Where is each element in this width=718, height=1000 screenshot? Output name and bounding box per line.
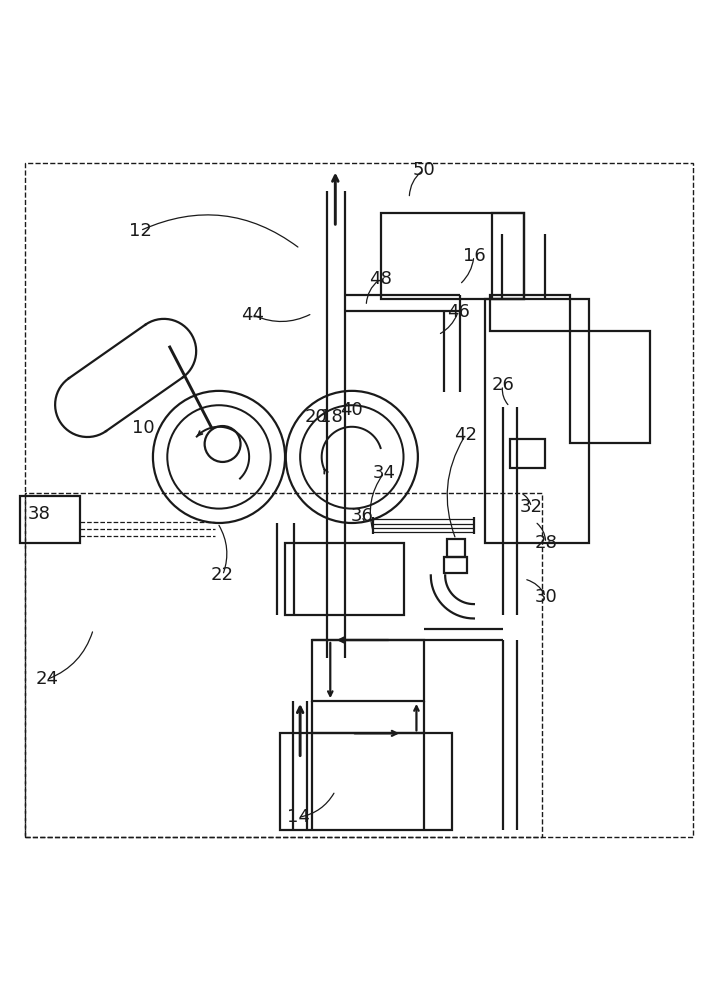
Bar [20, 496, 80, 543]
Text: 36: 36 [351, 507, 374, 525]
Bar [312, 640, 424, 701]
Text: 30: 30 [534, 588, 557, 606]
Bar [280, 733, 452, 830]
Text: 40: 40 [340, 401, 363, 419]
Bar [25, 493, 542, 837]
Text: 32: 32 [520, 498, 543, 516]
Bar [285, 543, 404, 615]
Bar [570, 331, 650, 443]
Text: 20: 20 [304, 408, 327, 426]
Text: 26: 26 [491, 376, 514, 394]
Bar [490, 295, 570, 331]
Text: 18: 18 [320, 408, 343, 426]
Text: 28: 28 [534, 534, 557, 552]
Text: 50: 50 [412, 161, 435, 179]
Text: 16: 16 [462, 247, 485, 265]
Text: 22: 22 [211, 566, 234, 584]
Bar [485, 299, 589, 543]
Bar [492, 213, 524, 299]
Text: 42: 42 [454, 426, 477, 444]
Text: 38: 38 [28, 505, 51, 523]
Text: 10: 10 [132, 419, 155, 437]
Bar [447, 539, 465, 557]
Text: 46: 46 [447, 303, 470, 321]
Text: 14: 14 [286, 808, 309, 826]
Text: 34: 34 [373, 464, 396, 482]
Text: 48: 48 [369, 270, 392, 288]
Text: 44: 44 [241, 306, 264, 324]
Text: 12: 12 [129, 222, 151, 240]
Bar [444, 557, 467, 573]
Bar [381, 213, 524, 299]
Bar [510, 439, 545, 468]
Text: 24: 24 [35, 670, 58, 688]
